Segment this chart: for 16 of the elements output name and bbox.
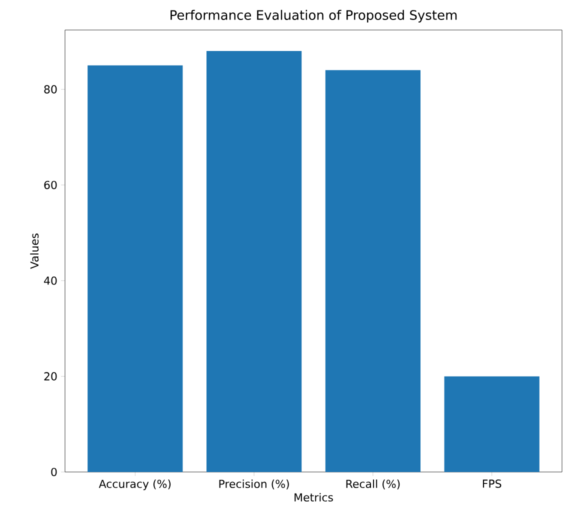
x-tick-label: FPS [482, 480, 502, 488]
y-axis-title: Values [30, 234, 39, 269]
bar [444, 376, 540, 472]
y-tick-label: 60 [44, 180, 57, 190]
bar [88, 65, 183, 472]
x-tick-label: Recall (%) [346, 480, 400, 490]
x-tick-label: Accuracy (%) [98, 480, 171, 490]
chart-title: Performance Evaluation of Proposed System [170, 10, 457, 22]
x-tick-label: Precision (%) [219, 480, 289, 490]
x-axis-title: Metrics [294, 493, 333, 502]
y-tick-label: 80 [44, 85, 57, 94]
y-tick-label: 20 [44, 372, 57, 380]
bar [325, 70, 421, 472]
y-tick-label: 0 [51, 468, 57, 476]
bar [206, 51, 302, 472]
y-tick-label: 40 [44, 276, 57, 285]
